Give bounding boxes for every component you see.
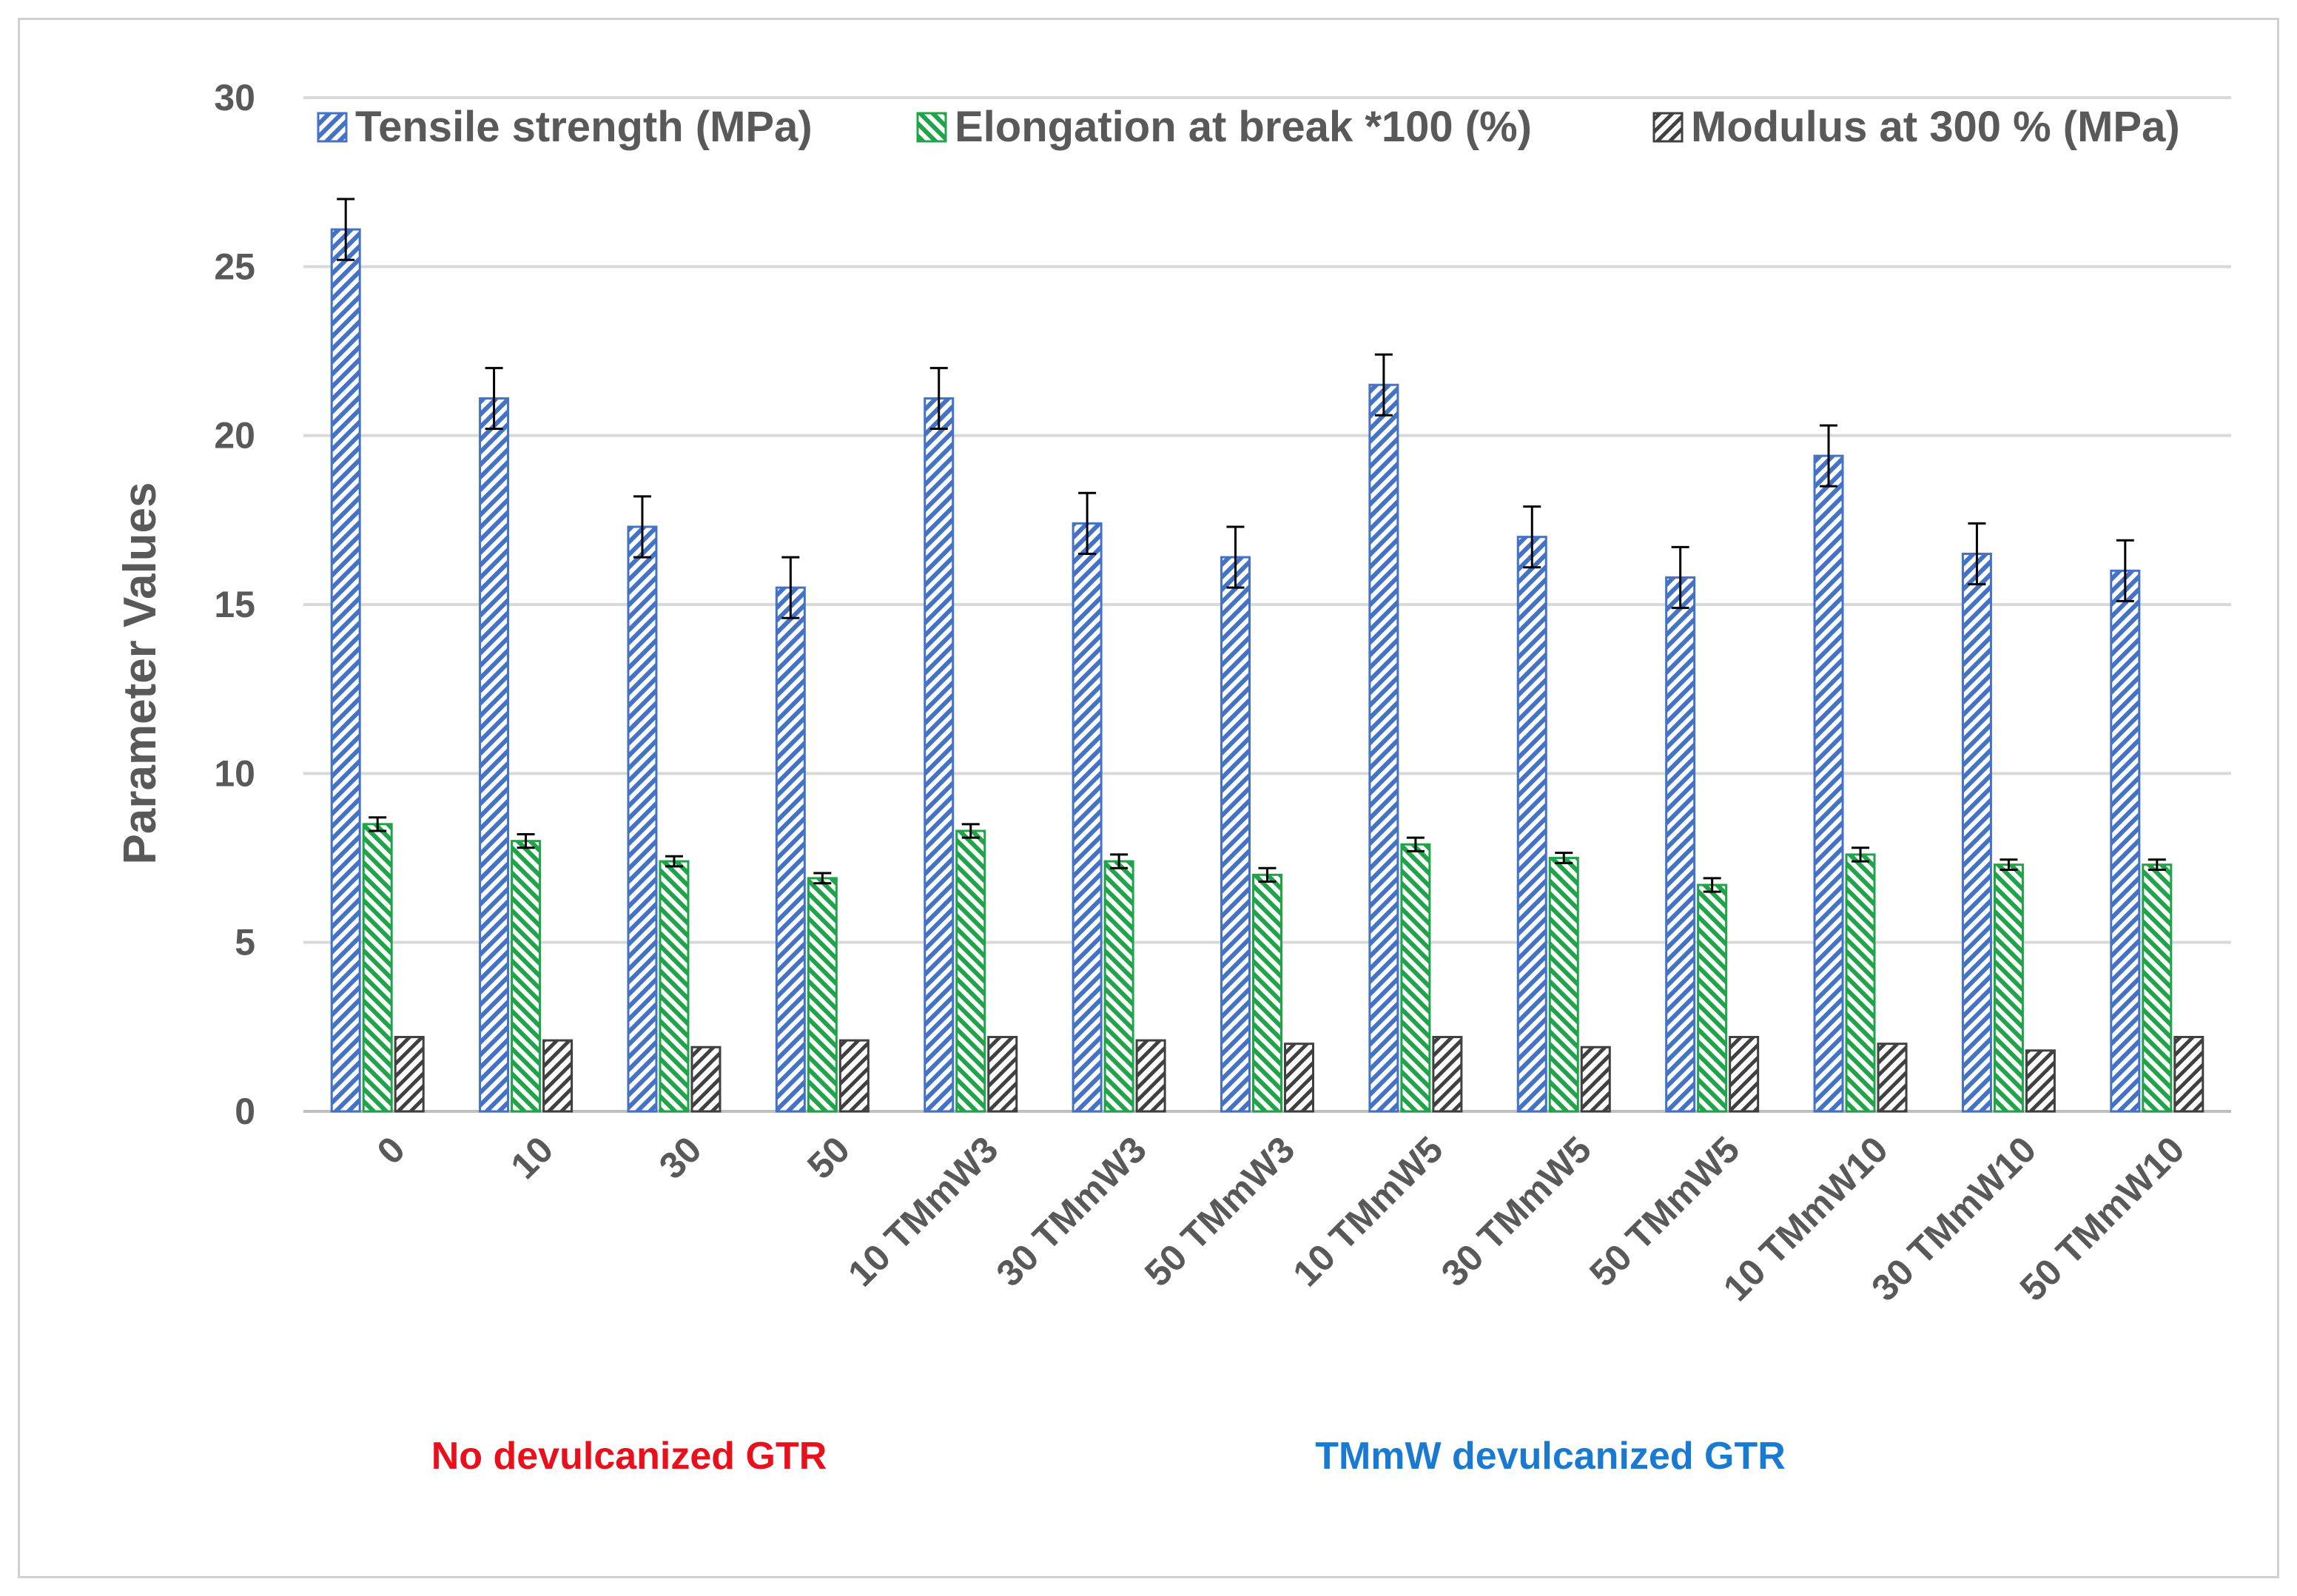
legend-label: Modulus at 300 % (MPa) <box>1691 103 2180 151</box>
bar-modulus-300 <box>1730 1037 1758 1111</box>
y-tick-label: 15 <box>214 584 255 625</box>
bar-elongation-at-break <box>512 841 540 1111</box>
y-tick-label: 30 <box>214 77 255 118</box>
legend: Tensile strength (MPa) Elongation at brea… <box>318 103 2180 151</box>
y-axis-label: Parameter Values <box>115 482 166 864</box>
bar-elongation-at-break <box>1994 865 2022 1111</box>
bar-modulus-300 <box>1433 1037 1462 1111</box>
bar-tensile-strength <box>1518 537 1546 1111</box>
bar-elongation-at-break <box>1254 875 1282 1111</box>
legend-swatch <box>918 113 946 141</box>
bar-modulus-300 <box>2026 1051 2054 1111</box>
y-tick-label: 0 <box>235 1091 255 1132</box>
bar-tensile-strength <box>1667 577 1695 1111</box>
legend-label: Tensile strength (MPa) <box>355 103 813 151</box>
y-tick-label: 5 <box>235 922 255 963</box>
x-tick-label: 10 TMmW5 <box>1285 1128 1450 1294</box>
bar-tensile-strength <box>925 398 953 1111</box>
bar-tensile-strength <box>1222 557 1250 1111</box>
bar-modulus-300 <box>1137 1040 1165 1111</box>
legend-label: Elongation at break *100 (%) <box>955 103 1532 151</box>
bar-tensile-strength <box>1073 523 1101 1111</box>
bar-modulus-300 <box>544 1040 572 1111</box>
x-tick-label: 10 TMmW3 <box>840 1128 1006 1294</box>
bar-elongation-at-break <box>1698 885 1726 1111</box>
bar-elongation-at-break <box>1550 858 1578 1112</box>
x-tick-label: 10 <box>502 1128 561 1187</box>
bar-elongation-at-break <box>1846 855 1874 1111</box>
bar-elongation-at-break <box>1105 861 1133 1111</box>
bar-elongation-at-break <box>957 831 985 1111</box>
legend-swatch <box>1654 113 1682 141</box>
group-label-tmmw-devulcanized: TMmW devulcanized GTR <box>1315 1435 1786 1478</box>
bar-modulus-300 <box>692 1047 720 1111</box>
error-bars <box>337 199 2166 892</box>
y-axis-ticks: 0 5 10 15 20 25 30 <box>214 77 255 1132</box>
group-label-no-devulcanized: No devulcanized GTR <box>431 1435 827 1478</box>
legend-item: Tensile strength (MPa) <box>318 103 813 151</box>
y-tick-label: 10 <box>214 752 255 794</box>
bar-modulus-300 <box>989 1037 1017 1111</box>
bar-elongation-at-break <box>1402 844 1430 1111</box>
bar-modulus-300 <box>1285 1044 1314 1111</box>
bar-elongation-at-break <box>2143 865 2171 1111</box>
x-tick-label: 30 TMmW5 <box>1433 1128 1599 1294</box>
x-tick-label: 0 <box>369 1128 413 1172</box>
bar-modulus-300 <box>1878 1044 1906 1111</box>
bars <box>332 229 2203 1111</box>
bar-tensile-strength <box>1370 385 1398 1111</box>
bar-modulus-300 <box>840 1040 868 1111</box>
bar-modulus-300 <box>1581 1047 1610 1111</box>
x-tick-label: 50 TMmW5 <box>1581 1128 1747 1294</box>
legend-item: Modulus at 300 % (MPa) <box>1654 103 2180 151</box>
x-tick-label: 30 TMmW3 <box>989 1128 1154 1294</box>
bar-tensile-strength <box>1815 456 1843 1111</box>
bar-tensile-strength <box>628 527 656 1111</box>
bar-elongation-at-break <box>363 824 391 1111</box>
y-tick-label: 20 <box>214 415 255 457</box>
x-tick-label: 50 TMmW3 <box>1137 1128 1302 1294</box>
bar-tensile-strength <box>480 398 508 1111</box>
bar-modulus-300 <box>395 1037 423 1111</box>
x-tick-label: 30 <box>651 1128 710 1187</box>
bar-modulus-300 <box>2175 1037 2203 1111</box>
x-tick-label: 50 <box>799 1128 858 1187</box>
y-tick-label: 25 <box>214 246 255 287</box>
legend-item: Elongation at break *100 (%) <box>918 103 1532 151</box>
bar-elongation-at-break <box>808 878 836 1111</box>
bar-elongation-at-break <box>660 861 688 1111</box>
bar-tensile-strength <box>1963 554 1991 1112</box>
legend-swatch <box>318 113 346 141</box>
bar-tensile-strength <box>776 587 804 1111</box>
bar-tensile-strength <box>2111 570 2139 1111</box>
bar-tensile-strength <box>332 229 360 1111</box>
